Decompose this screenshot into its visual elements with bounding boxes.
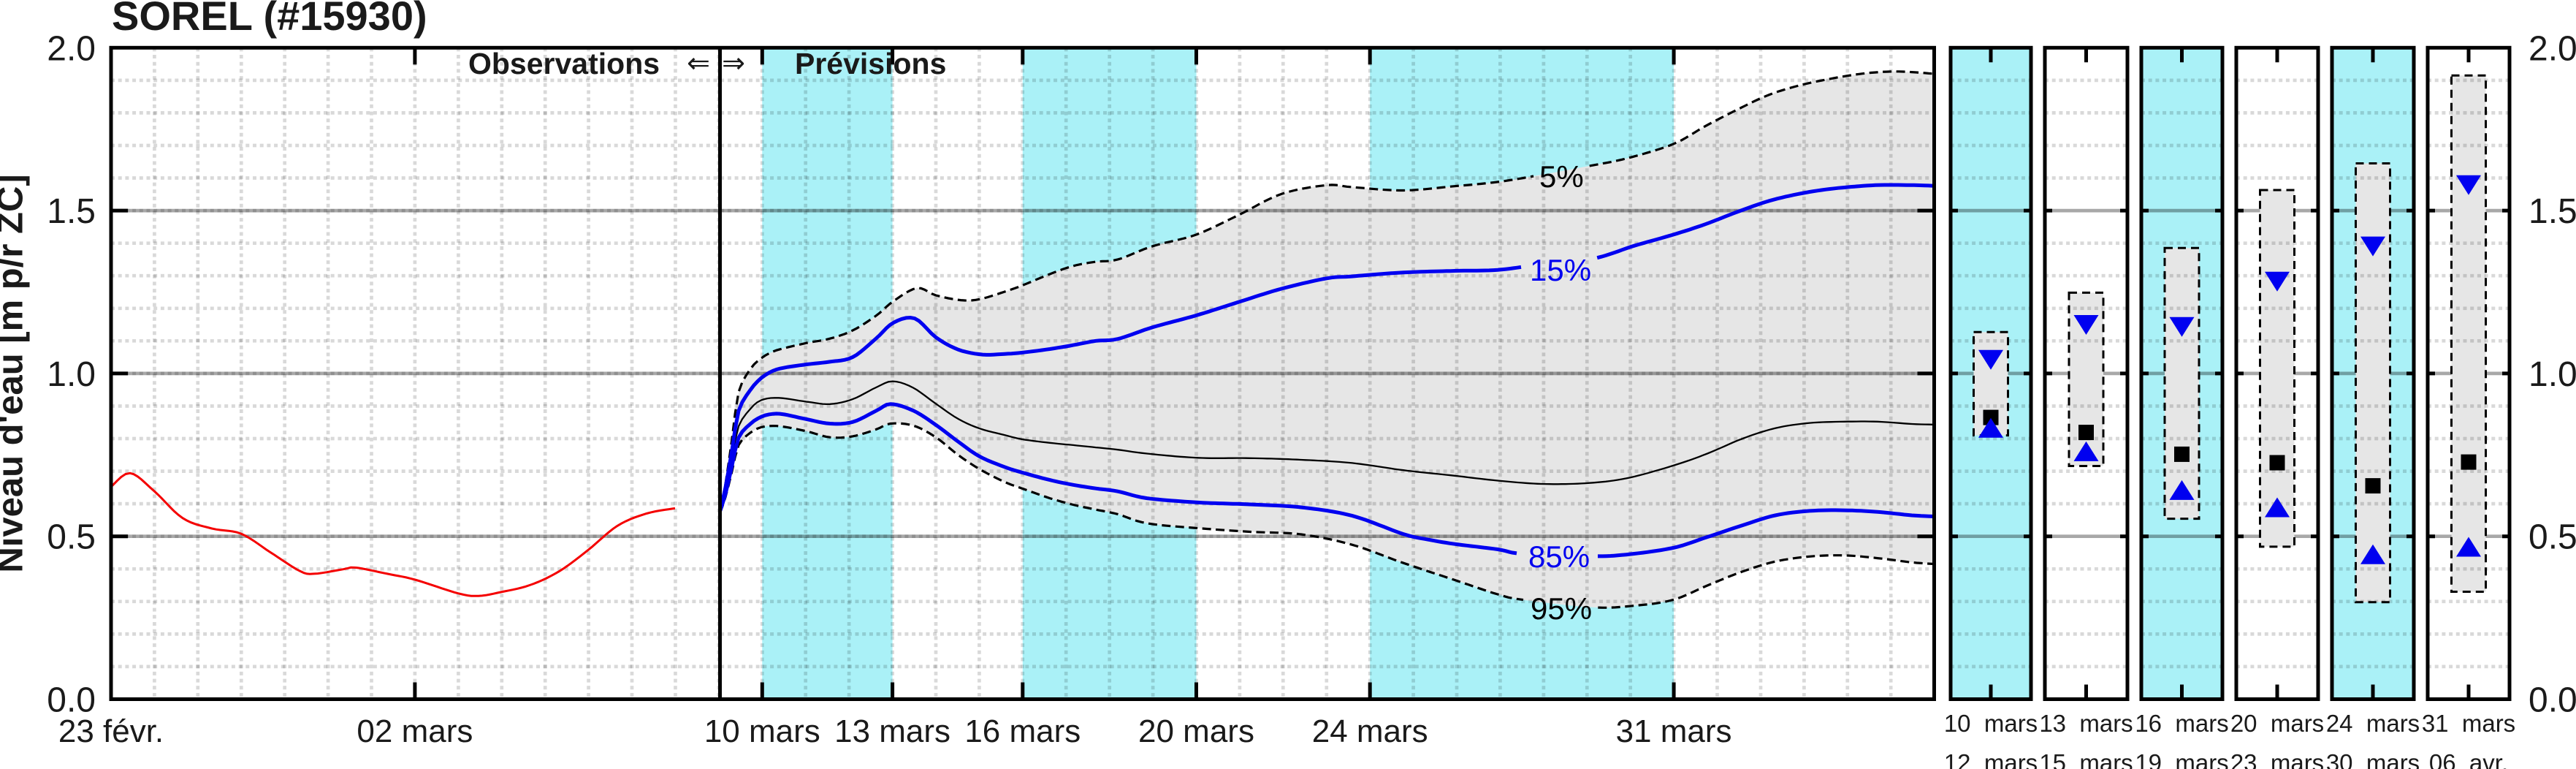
svg-text:06 avr.: 06 avr. bbox=[2429, 749, 2508, 769]
svg-text:15%: 15% bbox=[1530, 253, 1591, 287]
svg-text:SOREL (#15930): SOREL (#15930) bbox=[112, 0, 427, 39]
svg-text:02 mars: 02 mars bbox=[357, 713, 473, 749]
svg-text:16 mars: 16 mars bbox=[964, 713, 1081, 749]
svg-text:0.5: 0.5 bbox=[47, 518, 96, 557]
svg-text:1.0: 1.0 bbox=[2529, 355, 2576, 394]
svg-text:⇒: ⇒ bbox=[722, 48, 745, 79]
svg-text:24 mars: 24 mars bbox=[2326, 710, 2420, 737]
svg-text:85%: 85% bbox=[1528, 539, 1590, 574]
svg-text:20 mars: 20 mars bbox=[2230, 710, 2324, 737]
svg-text:1.0: 1.0 bbox=[47, 355, 96, 394]
svg-text:13 mars: 13 mars bbox=[834, 713, 950, 749]
svg-text:5%: 5% bbox=[1539, 159, 1584, 194]
svg-text:31 mars: 31 mars bbox=[1616, 713, 1732, 749]
svg-text:19 mars: 19 mars bbox=[2135, 749, 2228, 769]
svg-text:20 mars: 20 mars bbox=[1138, 713, 1254, 749]
svg-text:24 mars: 24 mars bbox=[1312, 713, 1428, 749]
svg-text:12 mars: 12 mars bbox=[1944, 749, 2038, 769]
svg-text:Niveau d'eau [m p/r ZC]: Niveau d'eau [m p/r ZC] bbox=[0, 174, 31, 572]
svg-text:Prévisions: Prévisions bbox=[795, 47, 946, 80]
svg-text:2.0: 2.0 bbox=[47, 29, 96, 68]
svg-text:30 mars: 30 mars bbox=[2326, 749, 2420, 769]
svg-text:0.0: 0.0 bbox=[2529, 681, 2576, 720]
svg-text:Observations: Observations bbox=[468, 47, 660, 80]
svg-text:16 mars: 16 mars bbox=[2135, 710, 2228, 737]
svg-text:2.0: 2.0 bbox=[2529, 29, 2576, 68]
svg-text:23 févr.: 23 févr. bbox=[58, 713, 164, 749]
svg-text:13 mars: 13 mars bbox=[2039, 710, 2133, 737]
svg-text:23 mars: 23 mars bbox=[2230, 749, 2324, 769]
svg-text:⇐: ⇐ bbox=[687, 48, 710, 79]
svg-text:10 mars: 10 mars bbox=[1944, 710, 2038, 737]
svg-text:0.5: 0.5 bbox=[2529, 518, 2576, 557]
svg-text:95%: 95% bbox=[1531, 591, 1592, 626]
svg-text:1.5: 1.5 bbox=[47, 192, 96, 231]
svg-text:0.0: 0.0 bbox=[47, 681, 96, 720]
svg-text:10 mars: 10 mars bbox=[704, 713, 820, 749]
svg-text:31 mars: 31 mars bbox=[2422, 710, 2515, 737]
svg-text:1.5: 1.5 bbox=[2529, 192, 2576, 231]
svg-text:15 mars: 15 mars bbox=[2039, 749, 2133, 769]
